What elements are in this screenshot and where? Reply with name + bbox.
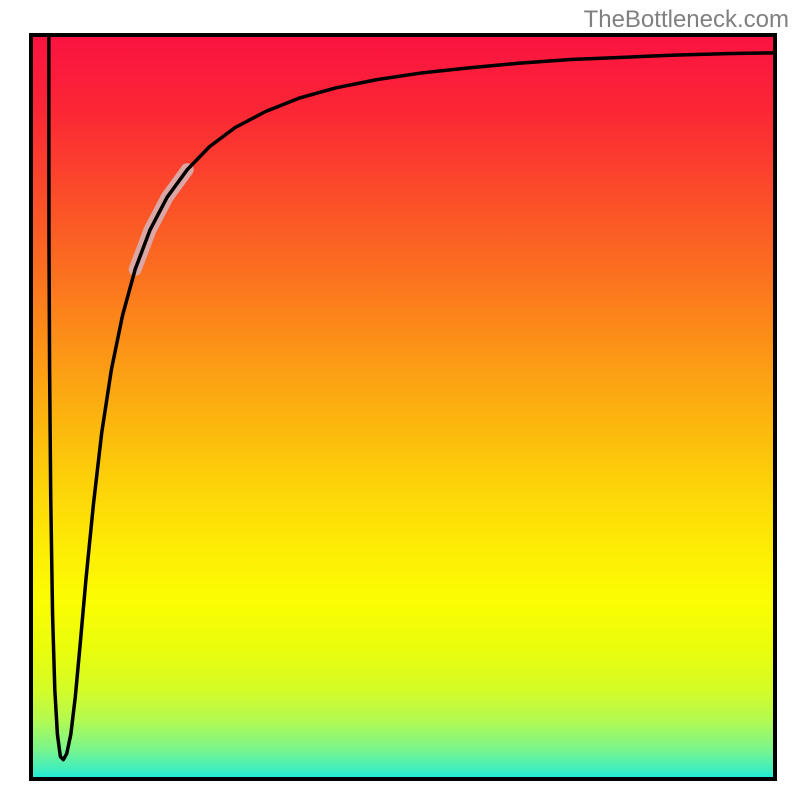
- chart-container: TheBottleneck.com: [0, 0, 800, 800]
- gradient-background: [31, 35, 775, 779]
- watermark-text: TheBottleneck.com: [584, 6, 789, 34]
- bottleneck-chart: [0, 0, 800, 800]
